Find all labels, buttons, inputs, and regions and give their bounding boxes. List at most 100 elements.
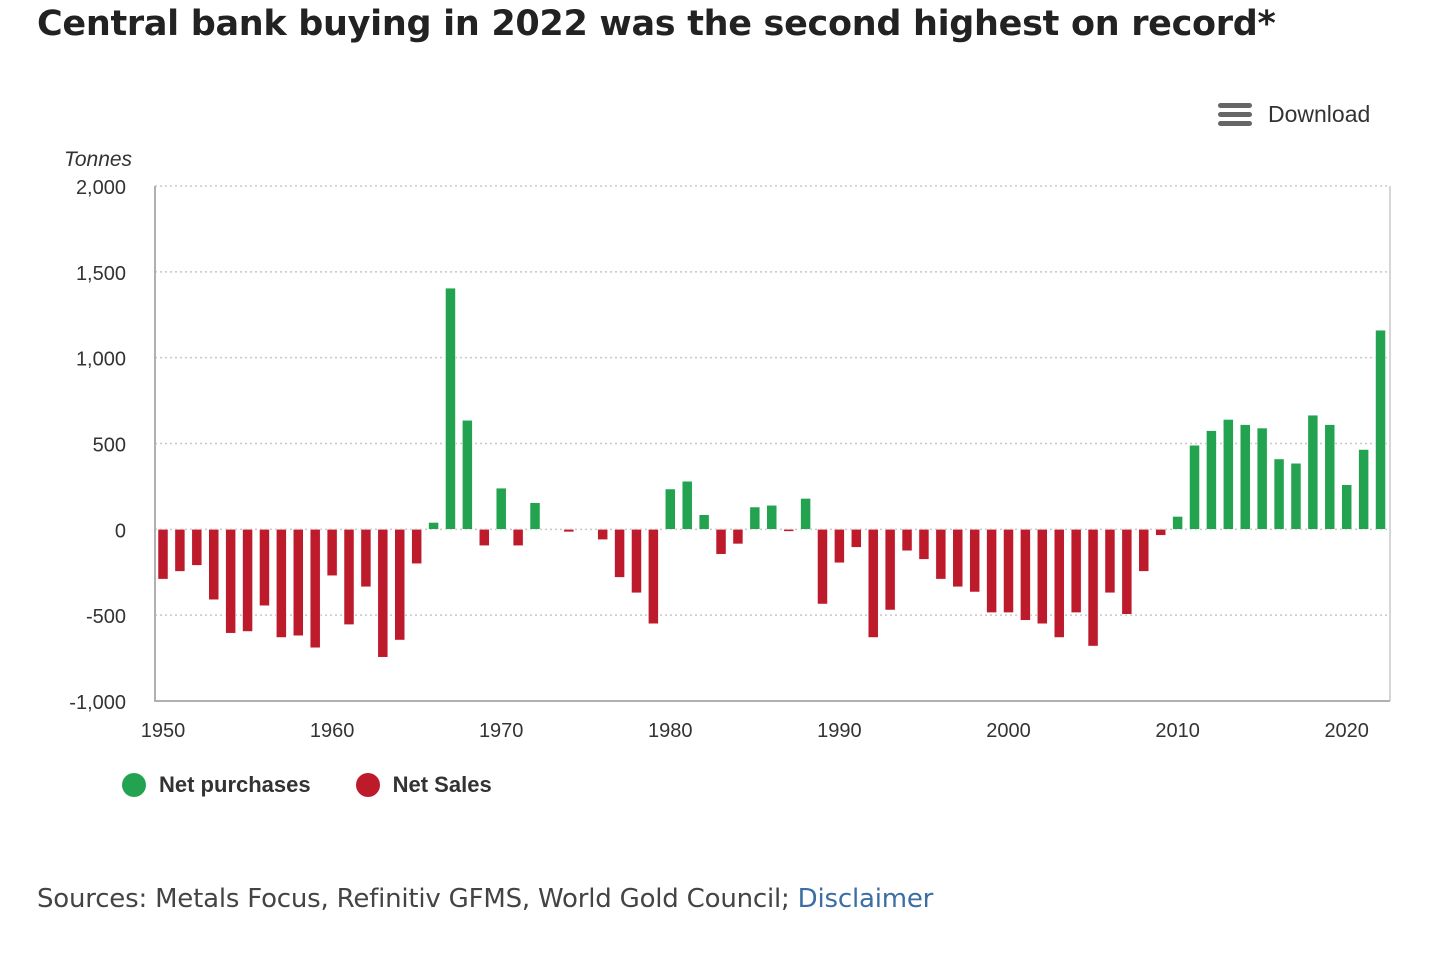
bar-net-sale	[732, 529, 744, 545]
y-axis-title: Tonnes	[64, 148, 133, 171]
bar-net-sale	[851, 529, 862, 548]
bar-net-purchase	[445, 287, 456, 530]
bar-net-sale	[293, 529, 304, 637]
bar-net-sale	[191, 529, 203, 566]
bar-net-purchase	[1307, 414, 1319, 530]
bar-net-sale	[1087, 529, 1099, 647]
bar-net-sale	[952, 529, 964, 588]
y-tick-label: -500	[86, 606, 126, 628]
bar-net-sale	[1003, 529, 1014, 613]
sources-note: Sources: Metals Focus, Refinitiv GFMS, W…	[37, 884, 933, 914]
x-tick-label: 1990	[817, 720, 862, 742]
legend-item-net-sales[interactable]: Net Sales	[355, 772, 492, 798]
bar-net-sale	[326, 529, 338, 576]
bar-net-purchase	[1358, 449, 1369, 530]
bar-net-sale	[867, 529, 879, 638]
bar-net-sale	[377, 529, 389, 658]
bar-net-sale	[969, 529, 980, 593]
disclaimer-link[interactable]: Disclaimer	[797, 884, 934, 914]
x-tick-label: 2010	[1155, 720, 1200, 742]
y-tick-label: 1,500	[76, 263, 126, 285]
bar-net-sale	[1121, 529, 1133, 615]
bar-net-purchase	[1375, 329, 1386, 530]
bar-net-purchase	[1256, 427, 1268, 530]
axis-labels: -1,000 -500 0 500 1,000 1,500 2,000 Tonnes 1950 1…	[64, 148, 1369, 742]
bar-net-purchase	[800, 498, 811, 530]
legend-dot-net-purchases	[122, 773, 146, 797]
legend: Net purchases Net Sales	[122, 772, 537, 798]
bar-chart: -1,000 -500 0 500 1,000 1,500 2,000 Tonnes 1950 1…	[64, 148, 1391, 742]
x-tick-label: 2020	[1324, 720, 1369, 742]
bar-net-sale	[597, 529, 608, 540]
y-tick-label: 2,000	[76, 177, 126, 199]
bar-net-purchase	[681, 481, 693, 530]
bar-net-sale	[631, 529, 642, 594]
bar-net-sale	[901, 529, 913, 552]
legend-item-net-purchases[interactable]: Net purchases	[122, 772, 311, 798]
legend-label: Net purchases	[159, 772, 311, 797]
bar-net-sale	[563, 529, 575, 533]
y-tick-label: 0	[115, 520, 126, 542]
bar-net-sale	[411, 529, 422, 564]
sources-text: Sources: Metals Focus, Refinitiv GFMS, W…	[37, 884, 798, 914]
x-tick-label: 1960	[310, 720, 355, 742]
bar-net-purchase	[1273, 458, 1285, 530]
bar-net-sale	[783, 529, 794, 532]
bar-net-sale	[1020, 529, 1031, 621]
bar-net-sale	[935, 529, 947, 580]
bar-net-sale	[242, 529, 253, 632]
y-tick-label: 1,000	[76, 349, 126, 371]
bar-net-sale	[479, 529, 490, 546]
bar-net-purchase	[495, 487, 507, 530]
bar-net-sale	[276, 529, 287, 638]
axes	[154, 186, 1391, 702]
bar-net-sale	[225, 529, 236, 634]
legend-dot-net-sales	[355, 773, 380, 797]
bar-net-sale	[343, 529, 355, 625]
bar-net-sale	[1053, 529, 1065, 638]
bar-net-sale	[157, 529, 169, 580]
bar-net-sale	[918, 529, 930, 560]
bar-net-sale	[208, 529, 219, 600]
bar-net-sale	[512, 529, 524, 546]
bar-net-sale	[174, 529, 186, 572]
bar-net-sale	[1155, 529, 1166, 536]
bars	[157, 287, 1386, 658]
bar-net-purchase	[665, 488, 676, 530]
page-title: Central bank buying in 2022 was the seco…	[37, 4, 1276, 44]
bar-net-sale	[834, 529, 845, 564]
bar-net-purchase	[1206, 430, 1217, 530]
bar-net-sale	[1138, 529, 1150, 572]
x-tick-label: 1970	[479, 720, 524, 742]
bar-net-sale	[614, 529, 625, 578]
bar-net-sale	[648, 529, 659, 624]
bar-net-sale	[1070, 529, 1082, 613]
bar-net-purchase	[1239, 424, 1251, 530]
bar-net-sale	[309, 529, 321, 649]
download-label: Download	[1268, 100, 1371, 127]
bar-net-purchase	[749, 506, 761, 530]
bar-net-sale	[986, 529, 997, 613]
bar-net-sale	[394, 529, 405, 641]
bar-net-sale	[259, 529, 270, 606]
y-tick-label: 500	[93, 435, 126, 457]
bar-net-purchase	[1189, 444, 1200, 530]
bar-net-purchase	[462, 420, 473, 530]
bar-net-purchase	[428, 522, 439, 530]
legend-label: Net Sales	[392, 772, 492, 797]
bar-net-purchase	[1324, 424, 1336, 530]
bar-net-sale	[715, 529, 727, 555]
x-tick-label: 2000	[986, 720, 1031, 742]
x-tick-label: 1980	[648, 720, 693, 742]
bar-net-sale	[884, 529, 896, 611]
x-tick-label: 1950	[141, 720, 186, 742]
bar-net-purchase	[1341, 484, 1352, 530]
download-button[interactable]: Download	[1218, 98, 1370, 130]
bar-net-purchase	[766, 505, 778, 530]
bar-net-purchase	[1223, 419, 1234, 530]
hamburger-menu-icon	[1218, 101, 1252, 127]
bar-net-purchase	[1290, 462, 1302, 530]
bar-net-sale	[1104, 529, 1116, 594]
bar-net-purchase	[529, 502, 541, 530]
bar-net-sale	[360, 529, 372, 588]
